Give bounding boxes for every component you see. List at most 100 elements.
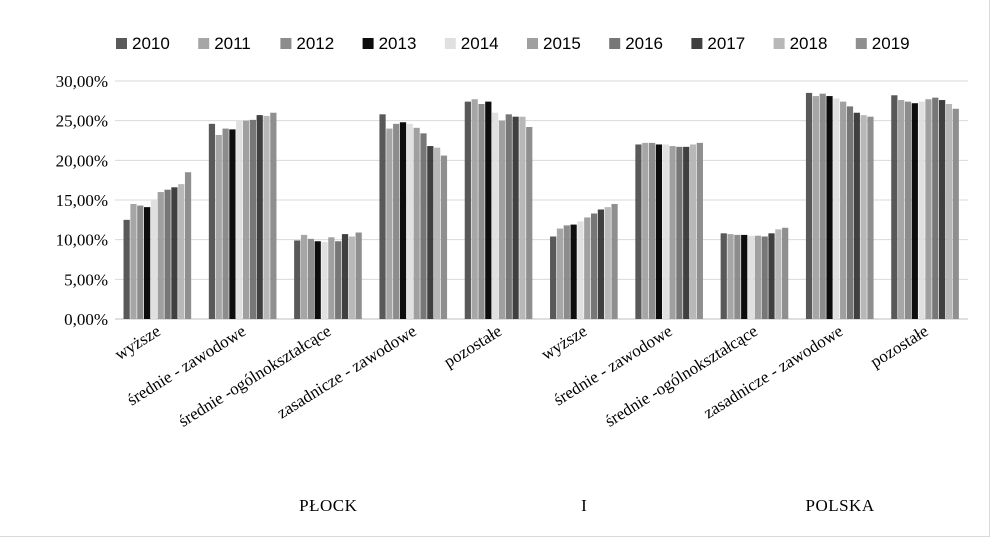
bar-2013-6 bbox=[655, 144, 663, 319]
bar-2014-5 bbox=[577, 221, 584, 319]
bar-2010-4 bbox=[464, 101, 471, 319]
x-tick-label: zasadnicze - zawodowe bbox=[700, 321, 846, 422]
bar-2018-9 bbox=[945, 104, 953, 319]
group-labels: PŁOCK I POLSKA bbox=[299, 496, 874, 515]
bar-2016-3 bbox=[420, 133, 427, 319]
bar-2019-2 bbox=[355, 232, 362, 319]
bar-2017-7 bbox=[768, 233, 775, 319]
bar-2012-6 bbox=[648, 142, 656, 319]
bar-2015-3 bbox=[413, 127, 420, 319]
legend-swatch-2015 bbox=[527, 38, 538, 49]
bar-2014-7 bbox=[747, 235, 755, 319]
bar-2014-3 bbox=[406, 123, 413, 319]
bar-2011-5 bbox=[556, 228, 564, 319]
legend-label: 2017 bbox=[707, 34, 745, 53]
bar-2018-4 bbox=[519, 116, 526, 319]
bar-2010-5 bbox=[550, 236, 557, 319]
bar-2012-3 bbox=[393, 123, 400, 319]
bar-2012-5 bbox=[563, 225, 570, 319]
bar-2012-8 bbox=[819, 93, 826, 320]
bar-2012-0 bbox=[137, 205, 144, 319]
bar-2017-6 bbox=[683, 146, 690, 319]
bar-2012-9 bbox=[904, 101, 912, 319]
bar-2010-8 bbox=[805, 92, 813, 320]
bar-2019-1 bbox=[270, 112, 277, 319]
bar-2011-3 bbox=[386, 128, 393, 319]
bar-2018-0 bbox=[178, 184, 185, 319]
gridlines bbox=[115, 80, 968, 320]
bar-2014-6 bbox=[662, 144, 669, 319]
bar-2015-6 bbox=[669, 146, 676, 319]
bar-2013-1 bbox=[229, 129, 236, 319]
bar-2017-3 bbox=[427, 146, 434, 319]
bar-2016-7 bbox=[761, 236, 768, 319]
bar-2014-2 bbox=[321, 242, 328, 319]
bar-2013-4 bbox=[485, 101, 492, 319]
bar-2010-1 bbox=[208, 123, 216, 319]
bar-2015-5 bbox=[584, 217, 591, 319]
bar-2013-3 bbox=[399, 122, 407, 320]
legend-label: 2010 bbox=[132, 34, 170, 53]
bars bbox=[123, 92, 959, 320]
bar-2018-2 bbox=[348, 236, 355, 319]
bar-2017-9 bbox=[938, 100, 946, 319]
bar-2012-2 bbox=[307, 238, 315, 319]
bar-2013-9 bbox=[911, 103, 918, 319]
bar-2018-8 bbox=[860, 115, 867, 319]
bar-2013-8 bbox=[826, 96, 833, 319]
bar-2017-1 bbox=[256, 115, 263, 319]
bar-2011-4 bbox=[471, 99, 478, 319]
legend-swatch-2012 bbox=[280, 38, 292, 49]
bar-2017-5 bbox=[597, 209, 605, 319]
bar-2016-0 bbox=[164, 189, 171, 319]
y-tick-label: 5,00% bbox=[64, 270, 108, 289]
bar-2012-7 bbox=[734, 234, 741, 319]
y-tick-label: 0,00% bbox=[64, 310, 108, 329]
group-label: POLSKA bbox=[805, 496, 874, 515]
legend-label: 2016 bbox=[625, 34, 663, 53]
bar-2019-5 bbox=[611, 203, 618, 319]
bar-2015-4 bbox=[498, 120, 506, 320]
x-tick-label: zasadnicze - zawodowe bbox=[274, 321, 420, 422]
bar-2019-4 bbox=[526, 127, 533, 319]
bar-2018-5 bbox=[604, 207, 611, 319]
bar-2011-9 bbox=[898, 100, 905, 319]
bar-2018-3 bbox=[434, 147, 441, 319]
bar-2010-3 bbox=[379, 114, 386, 319]
group-label: PŁOCK bbox=[299, 496, 357, 515]
bar-2013-2 bbox=[314, 241, 321, 319]
legend-swatch-2017 bbox=[691, 38, 703, 49]
bar-2017-4 bbox=[512, 116, 519, 319]
bar-2019-3 bbox=[440, 155, 448, 319]
legend-swatch-2010 bbox=[116, 38, 127, 49]
bar-2012-1 bbox=[222, 128, 229, 319]
bar-2010-2 bbox=[294, 240, 301, 319]
bar-2018-1 bbox=[263, 115, 270, 319]
bar-2015-2 bbox=[328, 237, 335, 319]
x-tick-label: wyższe bbox=[111, 321, 163, 364]
x-tick-label: średnie -ogólnokształcące bbox=[175, 321, 334, 430]
legend-swatch-2016 bbox=[609, 38, 621, 49]
bar-2017-0 bbox=[171, 187, 178, 319]
group-label: I bbox=[581, 496, 587, 515]
bar-2016-9 bbox=[932, 97, 939, 319]
bar-2019-6 bbox=[696, 142, 703, 319]
bar-2013-5 bbox=[570, 224, 577, 319]
bar-2016-8 bbox=[846, 106, 854, 320]
legend-label: 2014 bbox=[461, 34, 499, 53]
bar-2011-7 bbox=[727, 234, 734, 319]
bar-2010-7 bbox=[720, 233, 727, 319]
bar-2017-2 bbox=[341, 234, 349, 319]
bar-2016-4 bbox=[505, 114, 512, 319]
bar-2018-6 bbox=[689, 144, 697, 319]
x-tick-label: wyższe bbox=[538, 321, 590, 364]
bar-2016-2 bbox=[335, 241, 342, 319]
bar-2011-6 bbox=[642, 142, 649, 319]
bar-2013-7 bbox=[741, 234, 748, 319]
bar-2017-8 bbox=[853, 112, 860, 319]
legend-label: 2011 bbox=[214, 34, 251, 53]
legend-label: 2012 bbox=[296, 34, 334, 53]
legend-swatch-2014 bbox=[444, 38, 456, 49]
x-tick-label: pozostałe bbox=[440, 321, 505, 371]
